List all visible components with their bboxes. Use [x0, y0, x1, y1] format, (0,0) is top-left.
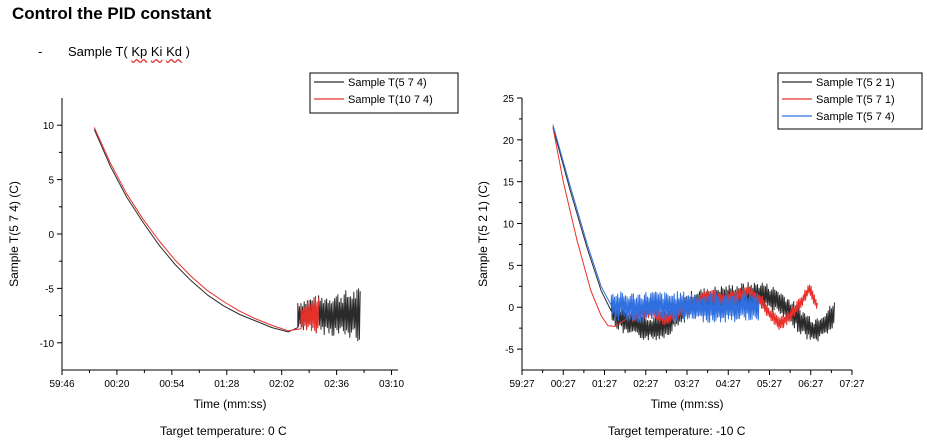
x-tick-label: 00:54: [159, 379, 184, 390]
caption-right: Target temperature: -10 C: [608, 424, 746, 438]
y-tick-label: 5: [508, 261, 514, 272]
kd-label: Kd: [166, 44, 182, 59]
legend-label: Sample T(5 7 1): [816, 94, 895, 106]
y-tick-label: 25: [503, 94, 515, 105]
y-tick-label: 20: [503, 136, 515, 147]
x-tick-label: 02:27: [633, 379, 658, 390]
series-line-sample-t-10-7-4-: [93, 127, 320, 333]
x-tick-label: 03:10: [379, 379, 404, 390]
caption-left: Target temperature: 0 C: [160, 424, 287, 438]
x-tick-label: 02:02: [269, 379, 294, 390]
series-line-sample-t-5-7-1-: [552, 127, 818, 330]
x-axis-label: Time (mm:ss): [651, 397, 724, 411]
y-tick-label: 15: [503, 178, 515, 189]
y-tick-label: 5: [48, 176, 54, 187]
y-tick-label: 10: [503, 220, 515, 231]
x-axis-label: Time (mm:ss): [194, 397, 267, 411]
x-tick-label: 05:27: [757, 379, 782, 390]
x-tick-label: 01:28: [214, 379, 239, 390]
x-tick-label: 06:27: [798, 379, 823, 390]
x-tick-label: 00:27: [551, 379, 576, 390]
bullet-dash: -: [38, 44, 43, 59]
y-tick-label: -5: [45, 284, 54, 295]
y-axis-label: Sample T(5 2 1) (C): [476, 181, 490, 287]
legend-box-0: [309, 72, 459, 114]
y-tick-label: 0: [508, 303, 514, 314]
y-axis-label: Sample T(5 7 4) (C): [7, 181, 21, 287]
y-tick-label: 10: [43, 121, 55, 132]
x-tick-label: 59:46: [49, 379, 74, 390]
legend-label: Sample T(5 7 4): [348, 77, 427, 89]
bullet-prefix: Sample T(: [68, 44, 132, 59]
y-tick-label: 0: [48, 230, 54, 241]
kp-label: Kp: [131, 44, 148, 59]
series-line-sample-t-5-7-4-: [93, 129, 361, 342]
pid-bullet: - Sample T( Kp Ki Kd ): [38, 44, 190, 59]
page-title: Control the PID constant: [12, 4, 212, 23]
x-tick-label: 01:27: [592, 379, 617, 390]
x-tick-label: 00:20: [104, 379, 129, 390]
x-tick-label: 03:27: [674, 379, 699, 390]
x-tick-label: 02:36: [324, 379, 349, 390]
x-tick-label: 04:27: [716, 379, 741, 390]
legend-label: Sample T(10 7 4): [348, 94, 433, 106]
x-tick-label: 07:27: [839, 379, 864, 390]
legend-label: Sample T(5 7 4): [816, 111, 895, 123]
y-tick-label: -10: [40, 339, 55, 350]
bullet-suffix: ): [181, 44, 190, 59]
ki-label: Ki: [150, 44, 163, 59]
legend-label: Sample T(5 2 1): [816, 77, 895, 89]
x-tick-label: 59:27: [509, 379, 534, 390]
series-line-sample-t-5-7-4-: [552, 124, 760, 323]
y-tick-label: -5: [505, 345, 514, 356]
